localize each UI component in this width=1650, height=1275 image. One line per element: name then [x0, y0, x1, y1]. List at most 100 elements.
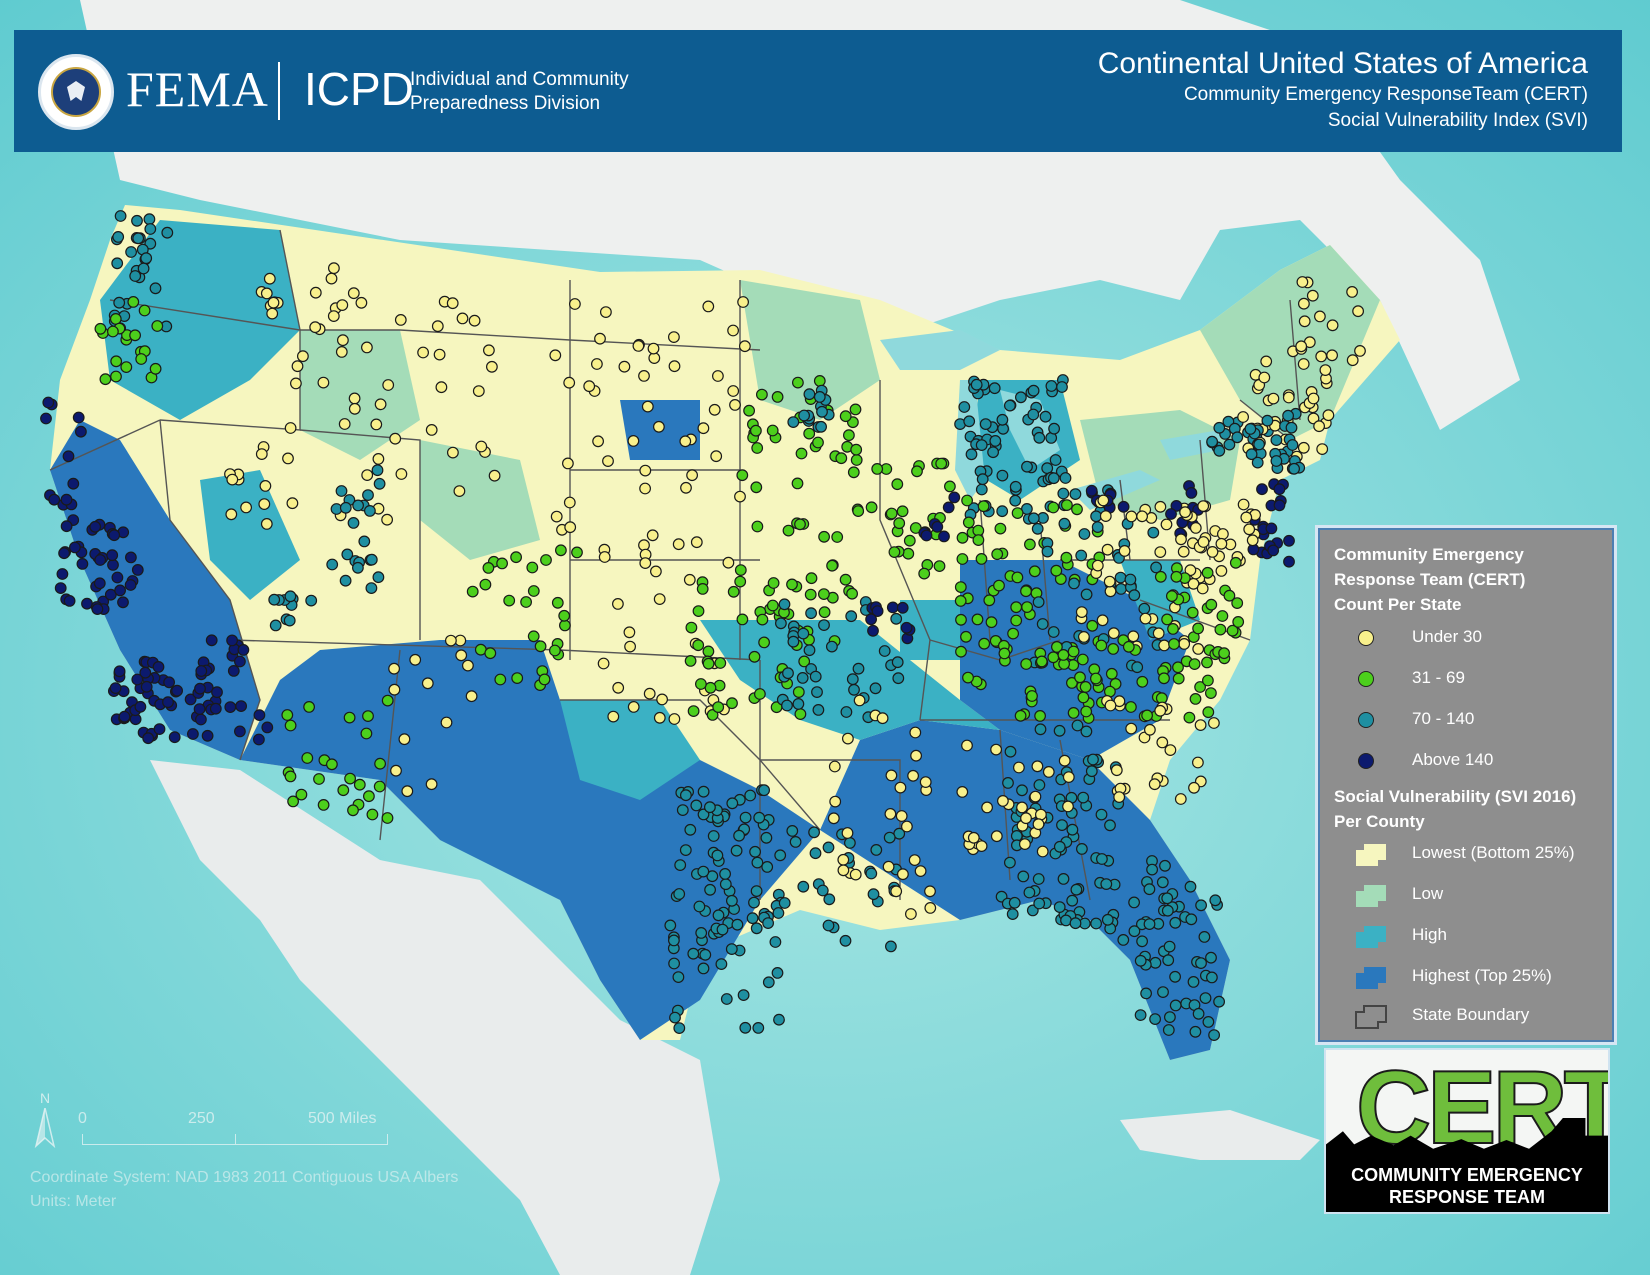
cert-location-marker [211, 686, 223, 699]
cert-location-marker [702, 645, 715, 658]
cert-location-marker [1138, 602, 1151, 615]
cert-location-marker [848, 683, 860, 696]
cert-location-marker [1261, 414, 1274, 427]
map-subtitle-1: Community Emergency ResponseTeam (CERT) [1183, 84, 1588, 105]
cert-location-marker [985, 616, 998, 629]
cert-location-marker [1240, 511, 1253, 524]
cert-location-marker [341, 548, 354, 561]
cert-location-marker [975, 439, 988, 452]
cert-location-marker [829, 795, 842, 808]
cert-location-marker [1097, 494, 1110, 507]
cert-location-marker [1189, 1025, 1202, 1038]
cert-location-marker [335, 346, 348, 358]
cert-location-marker [1169, 970, 1181, 983]
cert-location-marker [798, 655, 811, 668]
cert-location-marker [374, 398, 387, 411]
cert-location-marker [1047, 651, 1060, 664]
cert-location-marker [902, 547, 915, 560]
cert-location-marker [734, 490, 746, 503]
cert-location-marker [750, 922, 763, 935]
cert-location-marker [255, 448, 268, 461]
cert-location-marker [237, 644, 250, 656]
cert-location-marker [381, 812, 394, 824]
cert-location-marker [1069, 488, 1082, 501]
cert-location-marker [905, 908, 917, 920]
cert-location-marker [453, 485, 466, 498]
cert-location-marker [494, 673, 507, 686]
cert-location-marker [933, 560, 946, 572]
cert-location-marker [1243, 523, 1256, 536]
cert-location-marker [739, 340, 751, 353]
cert-location-marker [1346, 286, 1358, 298]
cert-location-marker [1113, 791, 1126, 803]
header-bar: FEMA ICPD Individual and Community Prepa… [14, 30, 1622, 152]
cert-location-marker [1020, 585, 1032, 598]
cert-location-marker [994, 522, 1007, 535]
cert-location-marker [827, 812, 840, 825]
cert-location-marker [935, 457, 948, 470]
cert-location-marker [259, 480, 272, 492]
cert-location-marker [108, 529, 121, 542]
cert-location-marker [1316, 443, 1329, 456]
cert-location-marker [920, 529, 933, 542]
cert-location-marker [803, 644, 816, 657]
cert-location-marker [761, 861, 774, 873]
cert-location-marker [591, 358, 603, 370]
cert-location-marker [261, 721, 274, 734]
cert-location-marker [1033, 897, 1046, 910]
cert-location-marker [956, 531, 969, 544]
cert-location-marker [639, 464, 652, 477]
cert-location-marker [975, 483, 988, 496]
cert-location-marker [162, 696, 174, 709]
cert-location-marker [60, 493, 73, 506]
cert-location-marker [373, 780, 386, 793]
cert-location-marker [1070, 883, 1083, 896]
cert-location-marker [707, 830, 720, 842]
cert-location-marker [878, 645, 891, 657]
cert-location-marker [962, 671, 974, 684]
cert-location-marker [888, 546, 901, 558]
cert-location-marker [1125, 722, 1138, 735]
cert-location-marker [756, 388, 768, 401]
cert-location-marker [1035, 655, 1048, 668]
cert-location-marker [1060, 499, 1073, 512]
cert-location-marker [697, 962, 710, 975]
fema-wordmark: FEMA [126, 61, 269, 117]
cert-location-marker [353, 778, 366, 791]
cert-location-marker [132, 232, 145, 245]
cert-location-marker [839, 934, 852, 947]
cert-location-marker [835, 452, 848, 465]
cert-location-marker [327, 310, 340, 323]
cert-location-marker [1020, 658, 1033, 670]
cert-location-marker [1206, 546, 1219, 558]
cert-location-marker [798, 409, 810, 422]
cert-location-marker [837, 853, 850, 866]
cert-location-marker [1237, 498, 1250, 511]
legend-svi-class: Highest (Top 25%) [1320, 963, 1610, 991]
cert-location-marker [1071, 503, 1083, 516]
legend-state-boundary: State Boundary [1320, 1002, 1610, 1030]
cert-location-marker [865, 501, 878, 514]
cert-location-marker [1352, 305, 1364, 318]
cert-location-marker [1075, 549, 1088, 562]
cert-location-marker [1146, 863, 1158, 876]
cert-location-marker [1158, 639, 1171, 652]
cert-location-marker [944, 480, 956, 493]
cert-location-marker [797, 880, 810, 893]
cert-location-marker [1110, 764, 1123, 777]
cert-location-marker [602, 455, 614, 468]
cert-location-marker [781, 699, 793, 712]
cert-location-marker [364, 505, 376, 517]
cert-location-marker [1213, 421, 1226, 434]
cert-location-marker [301, 752, 314, 764]
cert-location-marker [338, 418, 351, 430]
cert-location-marker [335, 485, 348, 497]
cert-location-marker [794, 708, 807, 720]
cert-location-marker [186, 728, 199, 740]
cert-location-marker [195, 665, 208, 677]
cert-location-marker [1091, 559, 1104, 572]
cert-location-marker [831, 531, 844, 543]
cert-location-marker [1163, 940, 1176, 953]
cert-location-marker [129, 329, 142, 342]
cert-location-marker [911, 465, 923, 478]
